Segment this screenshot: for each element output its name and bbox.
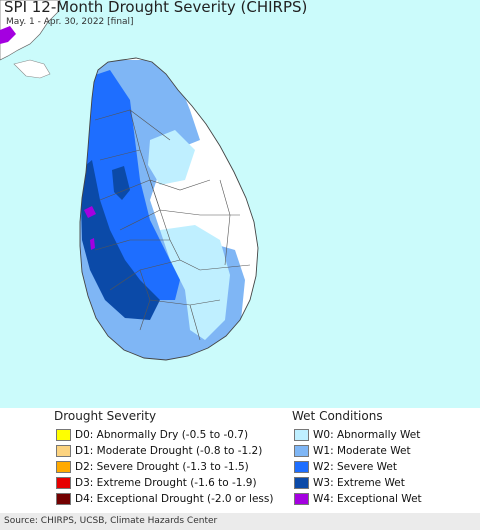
drought-map: SPI 12-Month Drought Severity (CHIRPS) M… xyxy=(0,0,480,408)
exceptional-wet-patch-india xyxy=(0,26,16,44)
mannar-coast xyxy=(13,59,51,79)
swatch-w2 xyxy=(294,461,309,473)
swatch-d1 xyxy=(56,445,71,457)
legend-label-w0: W0: Abnormally Wet xyxy=(313,429,421,441)
legend-label-w4: W4: Exceptional Wet xyxy=(313,493,422,505)
swatch-d2 xyxy=(56,461,71,473)
abnormally-wet-zone-2 xyxy=(160,225,230,340)
map-graphic xyxy=(0,0,259,361)
legend-item-w2: W2: Severe Wet xyxy=(294,460,397,474)
drought-legend-title: Drought Severity xyxy=(54,409,157,423)
map-title: SPI 12-Month Drought Severity (CHIRPS) xyxy=(4,0,308,16)
swatch-w0 xyxy=(294,429,309,441)
swatch-w4 xyxy=(294,493,309,505)
wet-condition-zones xyxy=(80,60,245,360)
legend-label-w1: W1: Moderate Wet xyxy=(313,445,411,457)
swatch-d3 xyxy=(56,477,71,489)
legend-item-d3: D3: Extreme Drought (-1.6 to -1.9) xyxy=(56,476,257,490)
swatch-d0 xyxy=(56,429,71,441)
legend-label-d0: D0: Abnormally Dry (-0.5 to -0.7) xyxy=(75,429,249,441)
legend-label-d4: D4: Exceptional Drought (-2.0 or less) xyxy=(75,493,274,505)
legend-item-d1: D1: Moderate Drought (-0.8 to -1.2) xyxy=(56,444,262,458)
legend-label-d1: D1: Moderate Drought (-0.8 to -1.2) xyxy=(75,445,263,457)
legend: Drought Severity Wet Conditions D0: Abno… xyxy=(0,408,480,513)
district-boundaries xyxy=(94,109,251,341)
legend-item-w4: W4: Exceptional Wet xyxy=(294,492,422,506)
swatch-w3 xyxy=(294,477,309,489)
legend-item-w3: W3: Extreme Wet xyxy=(294,476,405,490)
swatch-w1 xyxy=(294,445,309,457)
exceptional-wet-spot-2 xyxy=(90,238,95,250)
legend-label-d2: D2: Severe Drought (-1.3 to -1.5) xyxy=(75,461,249,473)
wet-legend-title: Wet Conditions xyxy=(292,409,383,423)
legend-item-d4: D4: Exceptional Drought (-2.0 or less) xyxy=(56,492,273,506)
legend-label-w3: W3: Extreme Wet xyxy=(313,477,405,489)
legend-label-d3: D3: Extreme Drought (-1.6 to -1.9) xyxy=(75,477,257,489)
swatch-d4 xyxy=(56,493,71,505)
legend-item-d2: D2: Severe Drought (-1.3 to -1.5) xyxy=(56,460,249,474)
legend-item-w1: W1: Moderate Wet xyxy=(294,444,411,458)
india-landmass xyxy=(0,0,61,61)
legend-item-w0: W0: Abnormally Wet xyxy=(294,428,420,442)
island-outline xyxy=(79,57,259,361)
abnormally-wet-zone-1 xyxy=(148,130,195,185)
legend-item-d0: D0: Abnormally Dry (-0.5 to -0.7) xyxy=(56,428,248,442)
legend-label-w2: W2: Severe Wet xyxy=(313,461,397,473)
exceptional-wet-spot xyxy=(84,206,96,218)
source-footer: Source: CHIRPS, UCSB, Climate Hazards Ce… xyxy=(0,513,480,530)
extreme-wet-patch xyxy=(112,166,130,200)
map-subtitle: May. 1 - Apr. 30, 2022 [final] xyxy=(6,17,134,27)
